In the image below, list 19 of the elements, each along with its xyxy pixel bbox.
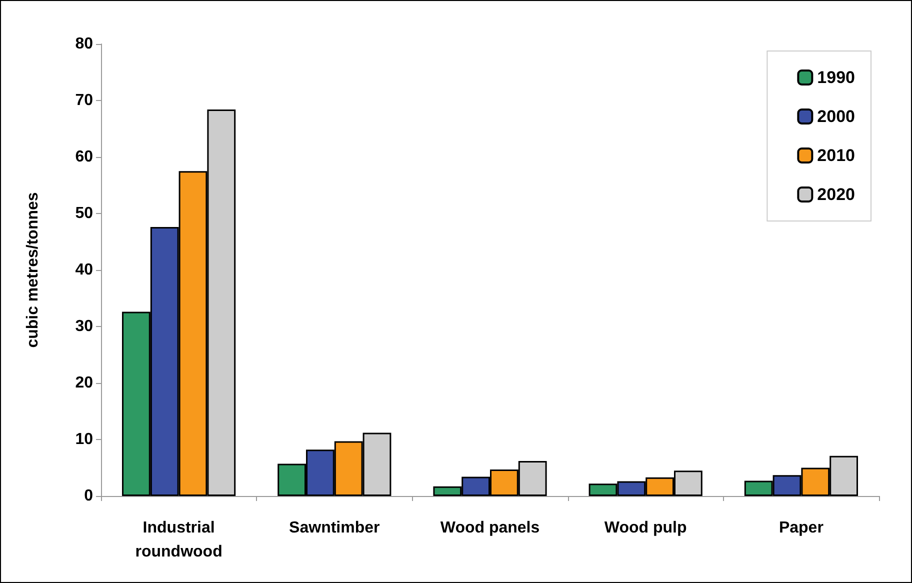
x-tick-label: Paper — [778, 520, 824, 536]
y-axis-title: cubic metres/tonnes — [24, 192, 42, 348]
y-tick-label: 70 — [75, 92, 94, 109]
y-tick-label: 10 — [75, 431, 94, 448]
x-tick-label: Wood pulp — [604, 520, 687, 536]
legend-label: 2020 — [817, 185, 856, 204]
x-tick-label: Wood panels — [440, 520, 540, 536]
y-tick-label: 30 — [75, 318, 94, 335]
y-tick-label: 40 — [75, 262, 94, 278]
x-tick-label: Sawntimber — [289, 520, 380, 536]
legend-label: 2010 — [817, 146, 856, 165]
y-tick-label: 80 — [75, 36, 94, 52]
legend-label: 2000 — [817, 107, 856, 126]
y-tick-label: 60 — [75, 148, 94, 166]
x-tick-label: Industrial roundwood — [135, 520, 222, 560]
y-tick-label: 50 — [75, 205, 94, 222]
y-tick-label: 0 — [84, 488, 94, 504]
legend-label: 1990 — [817, 68, 856, 87]
y-tick-label: 20 — [75, 374, 94, 392]
